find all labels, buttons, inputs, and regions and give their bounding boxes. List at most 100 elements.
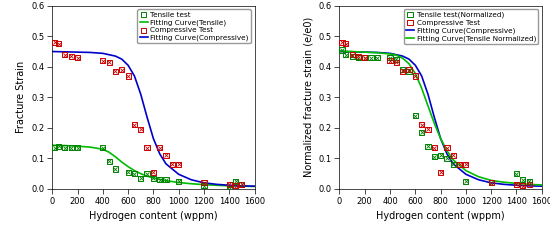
Line: Fitting Curve(Tensile Normalized): Fitting Curve(Tensile Normalized) <box>339 51 542 185</box>
Fitting Curve(Tensile Normalized) <box>425 104 431 107</box>
Fitting Curve(Compressive) <box>431 116 438 119</box>
Fitting Curve(Compressive) <box>87 51 94 54</box>
Tensile test <box>225 187 234 191</box>
Compressive Test <box>136 128 145 131</box>
Fitting Curve(Tensile Normalized) <box>513 182 520 185</box>
Fitting Curve(Tensile) <box>106 151 112 154</box>
Fitting Curve(Tensile) <box>201 183 207 186</box>
Compressive Test <box>342 42 350 46</box>
Fitting Curve(Compressive) <box>175 173 182 176</box>
Fitting Curve(Tensile) <box>131 169 138 172</box>
Tensile test(Normalized) <box>424 144 432 148</box>
Fitting Curve(Compressive) <box>361 51 368 54</box>
Fitting Curve(Tensile) <box>118 161 125 164</box>
X-axis label: Hydrogen content (wppm): Hydrogen content (wppm) <box>376 211 505 221</box>
Compressive Test <box>174 163 183 166</box>
Legend: Tensile test, Fitting Curve(Tensile), Compressive Test, Fitting Curve(Compressiv: Tensile test, Fitting Curve(Tensile), Co… <box>138 9 251 43</box>
Compressive Test <box>455 163 464 166</box>
Tensile test(Normalized) <box>398 68 407 72</box>
Fitting Curve(Compressive) <box>163 163 169 165</box>
Point <box>436 153 445 157</box>
Fitting Curve(Tensile Normalized) <box>393 54 400 57</box>
Point <box>417 131 426 134</box>
Point <box>487 181 496 185</box>
Tensile test <box>67 146 75 150</box>
Compressive Test <box>417 123 426 127</box>
Tensile test <box>124 170 133 174</box>
Fitting Curve(Compressive) <box>118 58 125 60</box>
Point <box>360 56 369 60</box>
Point <box>436 170 445 174</box>
Tensile test <box>51 146 59 150</box>
Fitting Curve(Tensile Normalized) <box>361 51 368 54</box>
Point <box>424 128 432 131</box>
Point <box>348 54 356 58</box>
Fitting Curve(Tensile Normalized) <box>463 169 469 172</box>
Compressive Test <box>54 42 63 46</box>
Point <box>392 60 401 64</box>
Point <box>348 53 356 56</box>
Y-axis label: Normalized fracture strain (e/e0): Normalized fracture strain (e/e0) <box>303 17 313 177</box>
Compressive Test <box>155 146 164 150</box>
Fitting Curve(Compressive) <box>444 153 450 155</box>
Compressive Test <box>124 74 133 78</box>
Tensile test(Normalized) <box>392 57 401 61</box>
Fitting Curve(Tensile Normalized) <box>526 183 532 186</box>
Point <box>342 53 350 56</box>
Point <box>519 178 527 182</box>
Point <box>54 42 63 46</box>
Fitting Curve(Tensile) <box>175 181 182 184</box>
Fitting Curve(Tensile) <box>112 155 119 158</box>
Point <box>104 160 113 163</box>
Fitting Curve(Tensile) <box>188 182 195 185</box>
Compressive Test <box>338 41 346 44</box>
Tensile test <box>130 172 139 175</box>
Fitting Curve(Tensile Normalized) <box>406 62 412 65</box>
Tensile test <box>162 178 170 182</box>
Fitting Curve(Tensile) <box>138 172 144 175</box>
Compressive Test <box>398 70 407 73</box>
Point <box>405 70 414 73</box>
Point <box>142 146 151 150</box>
Fitting Curve(Tensile Normalized) <box>475 175 482 178</box>
Tensile test <box>155 178 164 182</box>
Point <box>130 123 139 127</box>
Fitting Curve(Compressive) <box>138 93 144 96</box>
Tensile test <box>98 146 107 150</box>
Point <box>225 183 234 186</box>
Fitting Curve(Tensile Normalized) <box>399 57 406 60</box>
Point <box>136 176 145 180</box>
Fitting Curve(Compressive) <box>425 93 431 96</box>
Point <box>124 170 133 174</box>
Compressive Test <box>238 183 246 186</box>
Y-axis label: Fracture Strain: Fracture Strain <box>16 61 26 134</box>
Fitting Curve(Compressive) <box>74 51 81 54</box>
Tensile test(Normalized) <box>436 153 445 157</box>
Compressive Test <box>149 170 158 174</box>
Fitting Curve(Tensile) <box>74 145 81 147</box>
Tensile test(Normalized) <box>487 181 496 185</box>
Point <box>392 57 401 61</box>
Fitting Curve(Compressive) <box>437 137 444 140</box>
Point <box>338 48 346 52</box>
Point <box>354 54 363 58</box>
Fitting Curve(Tensile) <box>251 185 258 188</box>
Point <box>525 183 533 186</box>
Point <box>461 180 470 183</box>
Tensile test <box>149 176 158 180</box>
Tensile test(Normalized) <box>443 157 452 160</box>
Compressive Test <box>354 54 363 58</box>
Fitting Curve(Tensile) <box>144 175 150 177</box>
Line: Fitting Curve(Compressive): Fitting Curve(Compressive) <box>52 52 255 186</box>
Fitting Curve(Compressive) <box>526 185 532 187</box>
Fitting Curve(Tensile Normalized) <box>488 179 494 182</box>
Compressive Test <box>67 54 75 58</box>
Compressive Test <box>512 183 521 186</box>
Tensile test <box>60 146 69 150</box>
Point <box>174 180 183 183</box>
Tensile test(Normalized) <box>367 56 376 60</box>
Tensile test(Normalized) <box>354 56 363 60</box>
Point <box>342 42 350 46</box>
Fitting Curve(Tensile) <box>150 177 157 179</box>
Fitting Curve(Compressive) <box>450 163 456 165</box>
